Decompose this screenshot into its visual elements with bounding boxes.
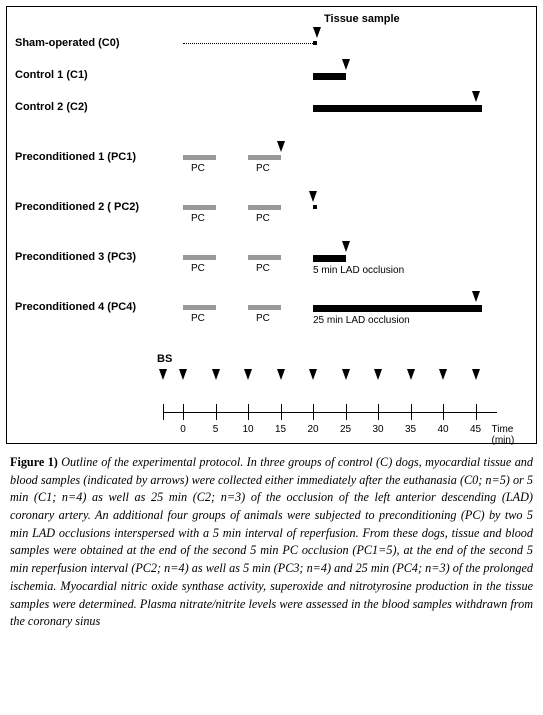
sample-arrow [309,191,317,202]
occlusion-sublabel: 5 min LAD occlusion [313,265,404,276]
group-label: Preconditioned 4 (PC4) [15,301,136,313]
timeline-bar [313,73,346,80]
timeline-sample-arrow [374,369,382,380]
bs-arrow [159,369,167,380]
group-label: Preconditioned 3 (PC3) [15,251,136,263]
occlusion-sublabel: 25 min LAD occlusion [313,315,410,326]
axis-tick-label: 5 [206,424,226,435]
sample-arrow [472,291,480,302]
axis-tick-label: 45 [466,424,486,435]
axis-tick-label: 25 [336,424,356,435]
figure-caption-lead: Figure 1) [10,455,58,469]
timeline-bar [313,105,482,112]
timeline-sample-arrow [407,369,415,380]
axis-title: Time (min) [492,424,537,446]
pc-sublabel: PC [256,313,270,324]
pc-sublabel: PC [191,263,205,274]
axis-tick-label: 35 [401,424,421,435]
pc-sublabel: PC [191,313,205,324]
timeline-bar [248,255,281,260]
axis-tick [183,404,184,420]
axis-tick [443,404,444,420]
figure-caption-body: Outline of the experimental protocol. In… [10,455,533,628]
timeline-bar [248,205,281,210]
timeline-sample-arrow [439,369,447,380]
axis-tick-label: 0 [173,424,193,435]
sample-arrow [472,91,480,102]
axis-tick [248,404,249,420]
time-axis-line [163,412,497,413]
timeline-sample-arrow [212,369,220,380]
timeline-bar [313,255,346,262]
sample-arrow [342,59,350,70]
tissue-sample-label: Tissue sample [324,13,400,25]
pc-sublabel: PC [191,163,205,174]
protocol-diagram: Tissue sample Sham-operated (C0) Control … [6,6,537,444]
tiny-marker [313,205,317,209]
axis-tick-label: 10 [238,424,258,435]
timeline-sample-arrow [277,369,285,380]
timeline-bar [313,305,482,312]
timeline-bar [183,205,216,210]
group-label: Control 1 (C1) [15,69,88,81]
axis-tick-label: 30 [368,424,388,435]
bs-label: BS [157,353,172,365]
group-label: Control 2 (C2) [15,101,88,113]
tiny-marker [313,41,317,45]
group-label: Preconditioned 2 ( PC2) [15,201,139,213]
axis-tick [476,404,477,420]
tissue-sample-arrow [313,27,321,38]
axis-tick [313,404,314,420]
timeline-sample-arrow [472,369,480,380]
pc-sublabel: PC [256,163,270,174]
timeline-bar [248,155,281,160]
sham-dashed-line [183,43,313,44]
axis-tick-label: 15 [271,424,291,435]
axis-tick-label: 20 [303,424,323,435]
group-label: Preconditioned 1 (PC1) [15,151,136,163]
axis-tick [411,404,412,420]
timeline-bar [183,305,216,310]
timeline-sample-arrow [342,369,350,380]
figure-caption: Figure 1) Outline of the experimental pr… [6,444,537,631]
sample-arrow [277,141,285,152]
axis-tick [346,404,347,420]
timeline-bar [183,155,216,160]
timeline-sample-arrow [309,369,317,380]
timeline-bar [248,305,281,310]
timeline-sample-arrow [179,369,187,380]
axis-tick [378,404,379,420]
sample-arrow [342,241,350,252]
pc-sublabel: PC [256,263,270,274]
axis-tick [163,404,164,420]
axis-tick [281,404,282,420]
axis-tick-label: 40 [433,424,453,435]
group-label: Sham-operated (C0) [15,37,120,49]
pc-sublabel: PC [256,213,270,224]
pc-sublabel: PC [191,213,205,224]
axis-tick [216,404,217,420]
timeline-bar [183,255,216,260]
timeline-sample-arrow [244,369,252,380]
